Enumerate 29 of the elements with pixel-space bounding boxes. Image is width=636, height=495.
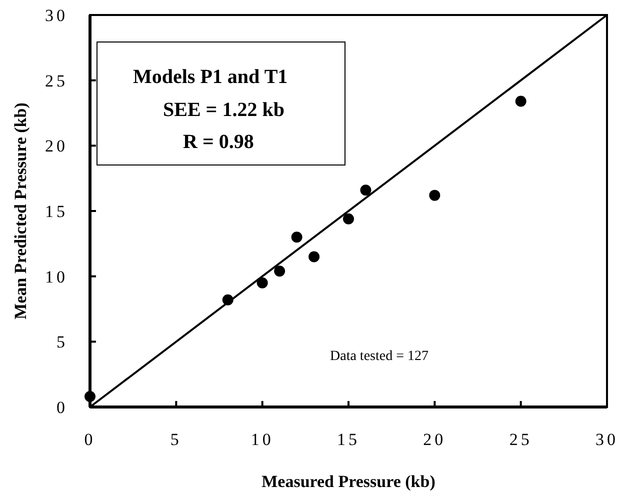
point <box>360 184 372 196</box>
annotation: SEE = 1.22 kb <box>163 99 284 121</box>
y-tick-label: 30 <box>45 6 68 25</box>
x-tick-label: 20 <box>423 430 446 449</box>
point <box>515 96 526 107</box>
y-tick-label: 5 <box>56 332 68 352</box>
point <box>429 190 440 201</box>
x-tick-label: 25 <box>509 430 532 449</box>
point <box>274 266 286 277</box>
annotation: Data tested = 127 <box>330 349 428 364</box>
point <box>343 213 354 224</box>
point <box>256 277 268 288</box>
x-tick-label: 10 <box>250 430 274 449</box>
x-tick-label: 15 <box>337 430 360 449</box>
x-tick-label: 30 <box>596 430 618 449</box>
x-tick-label: 0 <box>84 430 96 449</box>
y-tick-label: 15 <box>45 202 68 221</box>
y-tick-label: 0 <box>56 398 68 417</box>
y-tick-label: 10 <box>45 267 68 286</box>
annotation: Models P1 and T1 <box>133 66 288 88</box>
annotation: R = 0.98 <box>183 131 254 153</box>
point <box>308 251 320 262</box>
y-axis-title: Mean Predicted Pressure (kb) <box>11 102 30 320</box>
x-axis-title: Measured Pressure (kb) <box>262 472 436 491</box>
point <box>84 391 96 402</box>
point <box>291 232 302 243</box>
y-tick-label: 20 <box>45 136 68 156</box>
x-tick-label: 5 <box>170 430 182 449</box>
y-tick-label: 25 <box>45 71 68 90</box>
